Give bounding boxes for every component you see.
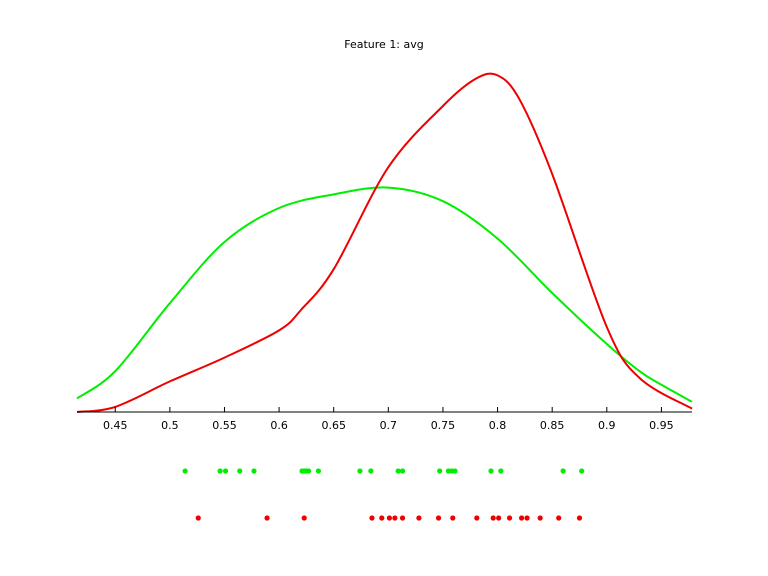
rug-point: [357, 468, 363, 474]
rug-point: [379, 515, 385, 521]
x-tick-label: 0.75: [431, 419, 456, 432]
rug-point: [537, 515, 543, 521]
rug-point: [560, 468, 566, 474]
rug-point: [386, 515, 393, 521]
rug-point: [524, 515, 530, 521]
rug-point: [518, 515, 525, 521]
x-tick-label: 0.95: [649, 419, 674, 432]
rug-point: [395, 468, 401, 474]
x-tick-label: 0.6: [270, 419, 288, 432]
rug-point: [496, 515, 502, 521]
rug-point: [399, 468, 406, 474]
rug-point: [506, 515, 513, 521]
density-curve-2: [76, 72, 693, 413]
rug-point: [399, 515, 406, 521]
x-tick-label: 0.8: [489, 419, 507, 432]
x-tick-label: 0.85: [540, 419, 565, 432]
x-tick-label: 0.5: [161, 419, 179, 432]
rug-point: [368, 468, 374, 474]
x-tick-label: 0.7: [380, 419, 398, 432]
rug-point: [450, 515, 456, 521]
rug-point: [416, 515, 422, 521]
rug-point: [576, 515, 583, 521]
x-tick-label: 0.45: [103, 419, 128, 432]
rug-point: [222, 468, 229, 474]
rug-point: [474, 515, 480, 521]
rug-point: [579, 468, 585, 474]
rug-point: [251, 468, 257, 474]
x-tick-label: 0.55: [212, 419, 237, 432]
rug-point: [435, 515, 442, 521]
rug-point: [301, 515, 307, 521]
x-tick-label: 0.9: [598, 419, 616, 432]
rug-point: [305, 468, 312, 474]
rug-point: [490, 515, 496, 521]
rug-point: [369, 515, 375, 521]
rug-point: [217, 468, 223, 474]
rug-point: [182, 468, 188, 474]
rug-point: [237, 468, 243, 474]
x-ticks: 0.45 0.5 0.55 0.6 0.65 0.7 0.75 0.8 0.85 0.9 0.95: [103, 407, 674, 432]
density-curve-1: [76, 186, 693, 403]
x-tick-label: 0.65: [321, 419, 346, 432]
rug-plots: [182, 468, 585, 521]
rug-point: [392, 515, 398, 521]
rug-point: [488, 468, 494, 474]
rug-point: [315, 468, 322, 474]
rug-point: [452, 468, 458, 474]
density-curves: [76, 72, 693, 413]
rug-point: [264, 515, 270, 521]
rug-point: [556, 515, 562, 521]
rug-point: [498, 468, 504, 474]
rug-point: [195, 515, 201, 521]
chart-title: Feature 1: avg: [344, 38, 424, 51]
rug-point: [437, 468, 443, 474]
